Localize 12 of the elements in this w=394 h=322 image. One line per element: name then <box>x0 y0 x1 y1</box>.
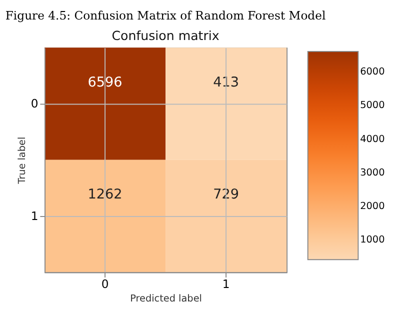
data-label: 1262 <box>88 186 122 203</box>
color-bar-label: 6000 <box>360 66 385 78</box>
chart-title: Confusion matrix <box>112 28 220 43</box>
color-bar-label: 5000 <box>360 100 385 112</box>
color-bar-label: 4000 <box>360 134 385 145</box>
data-label: 729 <box>213 186 239 203</box>
color-bar-label: 3000 <box>360 167 385 178</box>
color-bar-label: 1000 <box>360 234 385 246</box>
color-bar-label: 2000 <box>360 201 385 212</box>
x-axis-title: Predicted label <box>130 294 202 305</box>
caption: Figure 4.5: Confusion Matrix of Random Forest Model <box>5 8 326 23</box>
y-axis-title: True label <box>17 136 28 185</box>
